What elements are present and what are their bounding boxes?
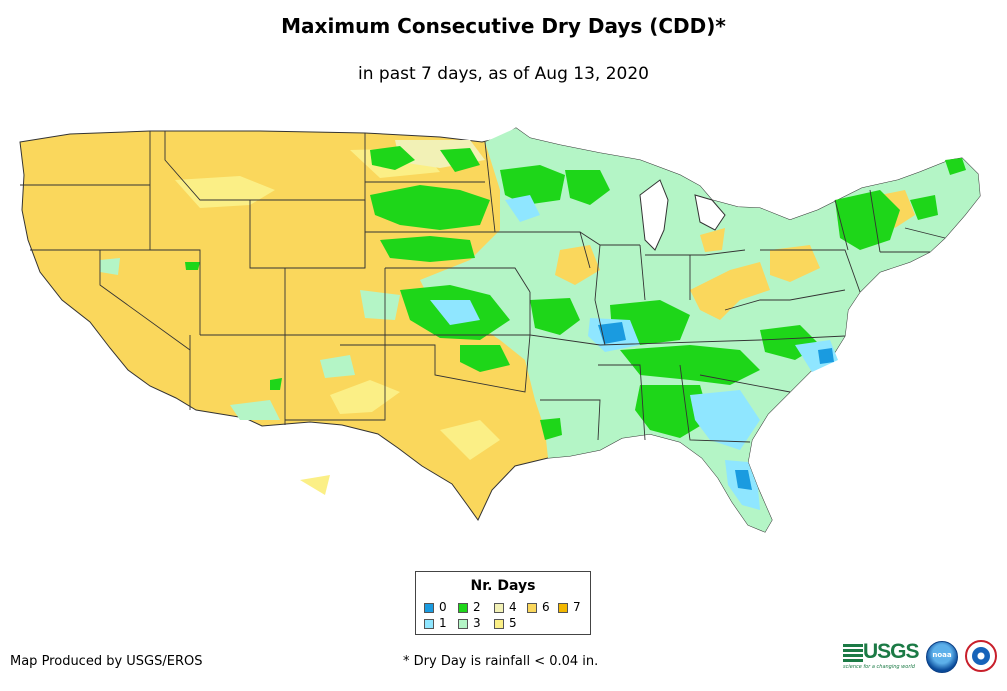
legend-label-1: 1 (439, 616, 447, 630)
legend-swatch-3 (458, 619, 468, 629)
legend-swatch-7 (558, 603, 568, 613)
state-borders (20, 131, 946, 443)
map-title: Maximum Consecutive Dry Days (CDD)* (281, 14, 726, 38)
legend-swatch-4 (494, 603, 504, 613)
map-subtitle: in past 7 days, as of Aug 13, 2020 (358, 64, 649, 84)
cdd-2-zones (185, 146, 966, 445)
usgs-logo: USGS science for a changing world (843, 640, 920, 674)
nws-emblem-icon (972, 647, 990, 665)
usgs-tagline: science for a changing world (843, 664, 915, 670)
legend-label-7: 7 (573, 600, 581, 614)
legend-swatch-6 (527, 603, 537, 613)
legend-swatch-2 (458, 603, 468, 613)
great-lakes (639, 179, 726, 251)
nws-logo (965, 640, 997, 672)
usgs-wordmark: USGS (863, 640, 920, 663)
legend-label-2: 2 (473, 600, 481, 614)
cdd-0-zones (598, 322, 834, 490)
legend: Nr. Days 0 1 2 3 4 5 6 7 (415, 571, 591, 635)
legend-label-0: 0 (439, 600, 447, 614)
legend-label-3: 3 (473, 616, 481, 630)
legend-label-4: 4 (509, 600, 517, 614)
map-credit: Map Produced by USGS/EROS (10, 654, 203, 669)
usgs-wave-icon (843, 644, 863, 662)
noaa-wordmark: noaa (932, 651, 952, 659)
legend-swatch-5 (494, 619, 504, 629)
legend-swatch-1 (424, 619, 434, 629)
dry-day-footnote: * Dry Day is rainfall < 0.04 in. (403, 654, 599, 669)
noaa-logo: noaa (926, 641, 958, 673)
legend-swatch-0 (424, 603, 434, 613)
legend-label-5: 5 (509, 616, 517, 630)
legend-label-6: 6 (542, 600, 550, 614)
legend-title: Nr. Days (470, 578, 536, 594)
